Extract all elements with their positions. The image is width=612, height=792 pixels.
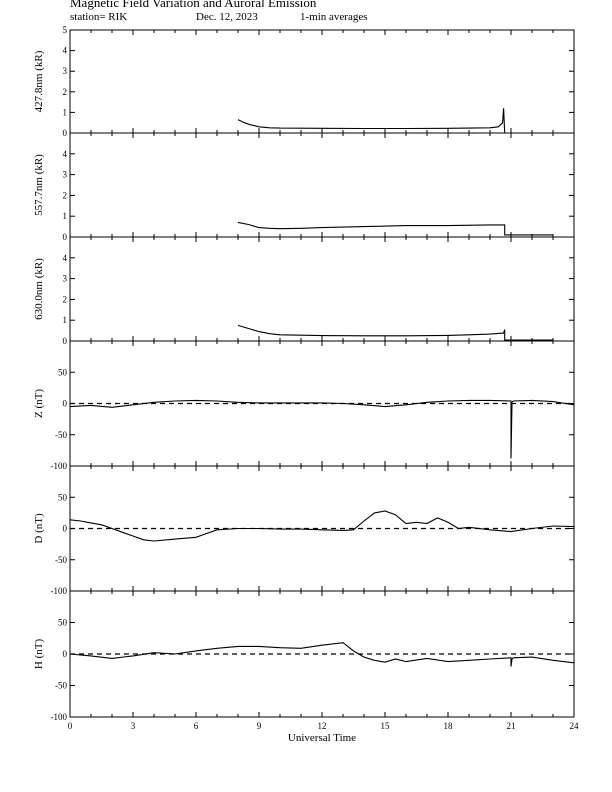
x-tick-label: 9 (257, 721, 262, 731)
y-tick-label: 4 (63, 149, 68, 159)
y-axis-label: 427.8nm (kR) (33, 50, 45, 112)
y-tick-label: 0 (63, 128, 68, 138)
panel-frame (69, 132, 575, 238)
y-tick-label: -50 (55, 681, 67, 691)
y-tick-label: 3 (63, 66, 68, 76)
date-label: Dec. 12, 2023 (196, 11, 258, 23)
y-tick-label: -50 (55, 555, 67, 565)
y-tick-label: -50 (55, 430, 67, 440)
series-line (69, 510, 575, 542)
series-line (237, 108, 506, 134)
y-tick-label: 0 (63, 524, 68, 534)
station-label: station= RIK (70, 11, 128, 23)
series-line (237, 324, 553, 341)
panel-5: -100 -50 0 50 D (nT) (33, 465, 575, 596)
y-tick-label: 2 (63, 294, 68, 304)
x-tick-label: 3 (131, 721, 136, 731)
x-tick-label: 18 (444, 721, 454, 731)
y-tick-label: 2 (63, 190, 68, 200)
y-tick-label: 0 (63, 336, 68, 346)
panel-4: -100 -50 0 50 Z (nT) (33, 340, 575, 471)
y-tick-label: 3 (63, 170, 68, 180)
y-axis-label: D (nT) (33, 513, 45, 544)
y-tick-label: 1 (63, 211, 68, 221)
y-tick-label: 50 (58, 492, 68, 502)
y-tick-label: 1 (63, 107, 68, 117)
y-tick-label: 1 (63, 315, 68, 325)
panel-1: 0 1 2 3 4 5 427.8nm (kR) (33, 25, 575, 138)
x-tick-label: 24 (570, 721, 580, 731)
x-tick-label: 12 (318, 721, 327, 731)
chart-title: Magnetic Field Variation and Auroral Emi… (70, 0, 317, 10)
y-tick-label: 0 (63, 232, 68, 242)
y-tick-label: 4 (63, 253, 68, 263)
panel-3: 0 1 2 3 4 630.0nm (kR) (33, 236, 575, 346)
y-tick-label: 2 (63, 87, 68, 97)
x-tick-label: 6 (194, 721, 199, 731)
panel-frame (69, 236, 575, 342)
y-tick-label: 5 (63, 25, 68, 35)
panel-2: 0 1 2 3 4 557.7nm (kR) (33, 132, 575, 242)
panel-6: -100 -50 0 50 H (nT) (33, 590, 575, 722)
y-axis-label: 557.7nm (kR) (33, 154, 45, 216)
y-tick-label: 50 (58, 367, 68, 377)
y-tick-label: 0 (63, 649, 68, 659)
y-tick-label: -100 (51, 461, 68, 471)
x-axis-label: Universal Time (288, 732, 356, 744)
y-axis-label: H (nT) (33, 639, 45, 670)
averaging-label: 1-min averages (300, 11, 368, 23)
x-tick-label: 0 (68, 721, 73, 731)
y-tick-label: 0 (63, 399, 68, 409)
y-tick-label: 50 (58, 618, 68, 628)
x-tick-label: 15 (381, 721, 391, 731)
y-tick-label: -100 (51, 712, 68, 722)
series-line (69, 399, 575, 459)
y-tick-label: 4 (63, 46, 68, 56)
y-tick-label: 3 (63, 274, 68, 284)
panel-frame (69, 29, 575, 134)
series-line (237, 221, 553, 236)
y-tick-label: -100 (51, 586, 68, 596)
series-line (69, 642, 575, 667)
x-tick-label: 21 (507, 721, 516, 731)
y-axis-label: Z (nT) (33, 389, 45, 418)
y-axis-label: 630.0nm (kR) (33, 258, 45, 320)
